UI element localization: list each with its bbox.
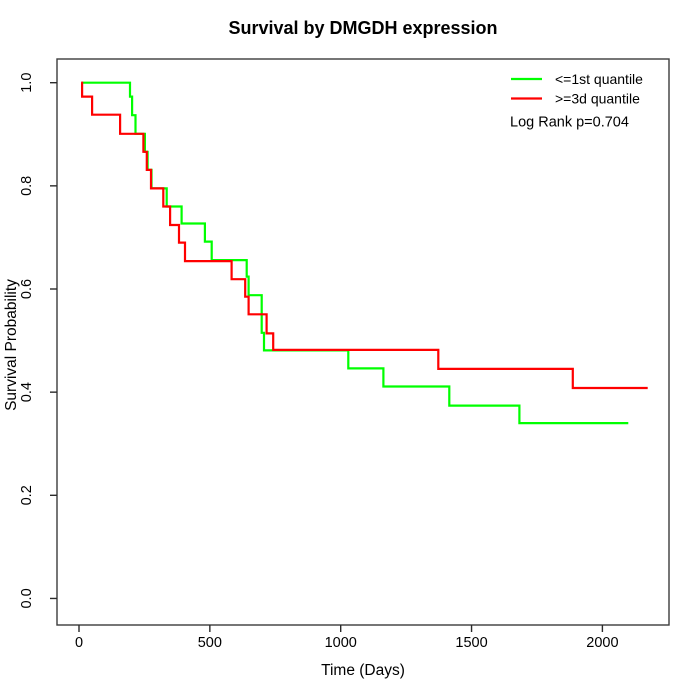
y-tick-label: 1.0 (19, 73, 35, 93)
x-tick-label: 500 (198, 635, 222, 651)
y-tick-label: 0.0 (19, 588, 35, 608)
chart-title: Survival by DMGDH expression (228, 18, 497, 38)
y-tick-label: 0.2 (19, 485, 35, 505)
x-tick-label: 0 (75, 635, 83, 651)
x-axis-label: Time (Days) (321, 662, 405, 679)
survival-curve-third-quantile (81, 81, 648, 390)
x-tick-label: 1500 (455, 635, 487, 651)
legend-label-third-quantile: >=3d quantile (555, 91, 640, 107)
survival-curve-first-quantile (81, 81, 629, 425)
y-tick-label: 0.8 (19, 176, 35, 196)
x-tick-label: 2000 (586, 635, 618, 651)
legend: <=1st quantile >=3d quantile Log Rank p=… (510, 71, 643, 131)
y-tick-label: 0.6 (19, 279, 35, 299)
legend-label-first-quantile: <=1st quantile (555, 71, 643, 87)
plot-box (56, 58, 670, 626)
plot-area: 0 500 1000 1500 2000 0.0 0.2 0.4 0.6 0.8 1.0 (19, 58, 670, 651)
log-rank-annotation: Log Rank p=0.704 (510, 115, 629, 131)
y-tick-label: 0.4 (19, 382, 35, 402)
x-tick-label: 1000 (325, 635, 357, 651)
y-axis-label: Survival Probability (3, 279, 20, 411)
